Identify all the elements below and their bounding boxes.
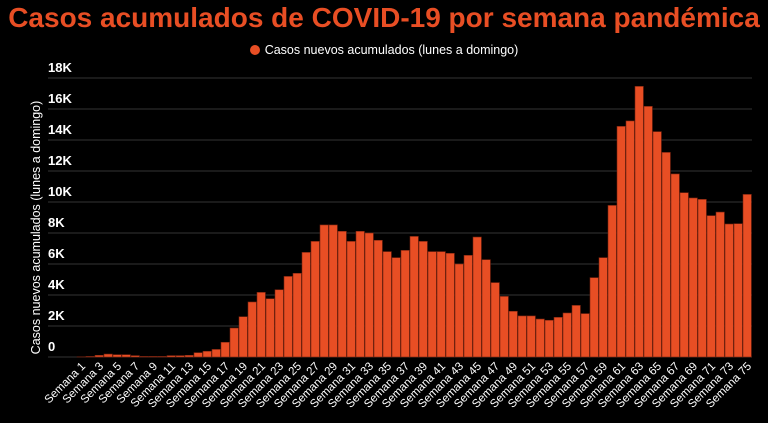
bar — [436, 251, 446, 358]
bar — [445, 253, 455, 358]
bar — [238, 316, 248, 358]
bar — [742, 194, 752, 358]
legend-swatch — [249, 45, 260, 55]
bar — [328, 224, 338, 358]
bar — [364, 232, 374, 358]
bar — [121, 354, 131, 358]
bar — [346, 241, 356, 358]
bar — [355, 230, 365, 358]
bar — [382, 251, 392, 358]
bar — [139, 356, 149, 358]
bar — [211, 349, 221, 358]
y-tick-label: 16K — [48, 91, 72, 106]
bar — [697, 199, 707, 358]
bar — [229, 327, 239, 358]
y-tick-label: 14K — [48, 122, 72, 137]
bar — [454, 263, 464, 358]
bar — [553, 317, 563, 358]
bar — [85, 356, 95, 358]
bar — [688, 197, 698, 358]
bar — [175, 355, 185, 358]
bar — [616, 126, 626, 358]
bar — [571, 305, 581, 358]
y-tick-label: 6K — [48, 246, 65, 261]
bar — [292, 272, 302, 358]
bar — [202, 350, 212, 358]
bar — [337, 230, 347, 358]
bar — [274, 289, 284, 358]
bar — [157, 356, 167, 358]
legend: Casos nuevos acumulados (lunes a domingo… — [0, 43, 768, 57]
bar — [94, 354, 104, 358]
bar — [319, 224, 329, 358]
bar — [409, 236, 419, 358]
y-tick-label: 8K — [48, 215, 65, 230]
bar — [670, 173, 680, 358]
bar — [472, 236, 482, 358]
bar — [400, 250, 410, 358]
bar — [220, 341, 230, 358]
bar — [373, 239, 383, 358]
legend-label: Casos nuevos acumulados (lunes a domingo… — [264, 43, 519, 57]
bar — [544, 319, 554, 358]
bar — [463, 255, 473, 358]
bar — [481, 259, 491, 358]
bar — [418, 241, 428, 358]
chart-title: Casos acumulados de COVID-19 por semana … — [8, 2, 760, 33]
bar — [103, 353, 113, 358]
bar — [508, 310, 518, 358]
y-tick-label: 18K — [48, 60, 72, 75]
bar — [733, 223, 743, 358]
y-axis-label: Casos nuevos acumulados (lunes a domingo… — [29, 101, 43, 355]
bar — [706, 215, 716, 358]
bar — [256, 292, 266, 358]
bar — [283, 276, 293, 358]
bar — [247, 301, 257, 358]
bar — [535, 318, 545, 358]
bar — [310, 241, 320, 358]
bar — [634, 86, 644, 358]
y-tick-label: 2K — [48, 308, 65, 323]
bar — [598, 257, 608, 358]
bar — [265, 298, 275, 358]
bar — [562, 312, 572, 358]
bar — [643, 106, 653, 358]
bar — [715, 211, 725, 358]
bar — [148, 356, 158, 358]
bar — [661, 152, 671, 358]
y-tick-label: 4K — [48, 277, 65, 292]
bar — [625, 120, 635, 358]
bar — [679, 192, 689, 358]
bar — [652, 131, 662, 358]
bar — [184, 354, 194, 358]
y-tick-label: 12K — [48, 153, 72, 168]
bar — [301, 252, 311, 358]
bar — [112, 354, 122, 358]
bar — [589, 277, 599, 358]
bar — [490, 282, 500, 358]
bar — [580, 313, 590, 358]
bar — [724, 223, 734, 358]
bar — [391, 257, 401, 358]
bar — [130, 355, 140, 358]
bar — [166, 355, 176, 358]
bar — [607, 205, 617, 358]
y-tick-label: 0 — [48, 339, 55, 354]
bar — [517, 315, 527, 358]
y-tick-label: 10K — [48, 184, 72, 199]
bar — [427, 251, 437, 358]
bar — [499, 296, 509, 358]
bar — [526, 315, 536, 358]
bar — [193, 352, 203, 358]
